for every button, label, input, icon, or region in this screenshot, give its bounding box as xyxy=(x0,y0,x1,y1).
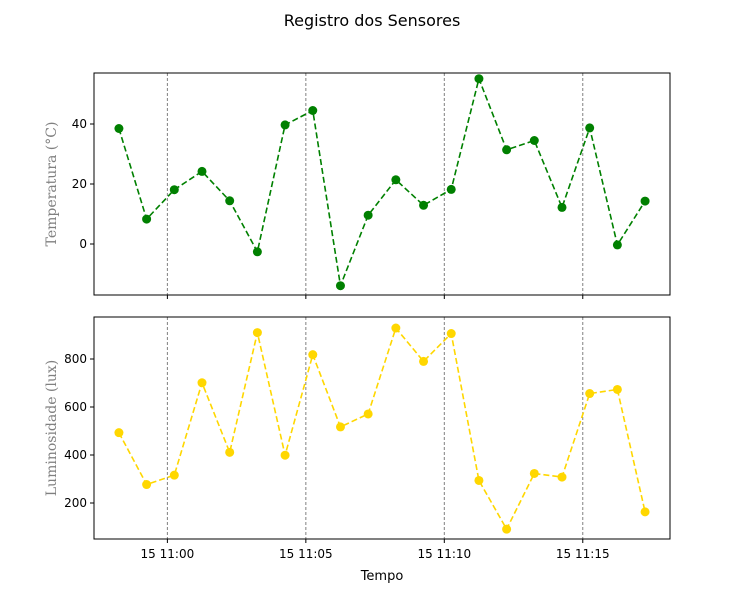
y-tick-label: 400 xyxy=(64,448,87,462)
x-tick-label: 15 11:10 xyxy=(417,547,471,561)
series-line xyxy=(118,326,646,531)
y-tick-label: 0 xyxy=(79,237,87,251)
data-point xyxy=(585,123,595,133)
data-point xyxy=(612,384,622,394)
data-point xyxy=(502,524,512,534)
data-point xyxy=(114,428,124,438)
data-point xyxy=(529,136,539,145)
data-point xyxy=(612,240,622,250)
data-point xyxy=(585,389,595,399)
data-point xyxy=(225,196,235,206)
x-axis-label: Tempo xyxy=(360,569,404,584)
data-point xyxy=(502,145,512,155)
data-point xyxy=(640,196,650,206)
data-point xyxy=(557,472,567,482)
panel-2: 200 400 600 800 15 11:00 15 11:05 15 11:10 15 1… xyxy=(44,316,671,561)
data-point xyxy=(335,422,345,432)
data-point xyxy=(197,166,207,176)
data-point xyxy=(474,475,484,485)
y-tick-label: 200 xyxy=(64,496,87,510)
plot-frame xyxy=(93,316,671,540)
data-point xyxy=(640,507,650,517)
panel-1: 0 20 40 Temperatura (°C) xyxy=(44,72,671,299)
y-tick-label: 600 xyxy=(64,400,87,414)
series-line xyxy=(118,76,646,289)
chart-panels: 0 20 40 Temperatura (°C) 200 400 600 800 15 11:0… xyxy=(44,72,671,561)
data-point xyxy=(419,356,429,366)
y-axis-label: Luminosidade (lux) xyxy=(44,360,60,497)
x-tick-label: 15 11:00 xyxy=(141,547,195,561)
data-point xyxy=(557,202,567,212)
data-point xyxy=(446,184,456,194)
data-point xyxy=(363,210,373,220)
x-tick-label: 15 11:15 xyxy=(556,547,610,561)
data-point xyxy=(391,323,401,333)
data-point xyxy=(280,120,290,130)
y-tick-label: 40 xyxy=(72,117,87,131)
data-point xyxy=(114,124,124,133)
data-point xyxy=(280,450,290,460)
x-tick-label: 15 11:05 xyxy=(279,547,333,561)
data-point xyxy=(142,480,152,490)
data-point xyxy=(335,281,345,291)
chart-title: Registro dos Sensores xyxy=(284,11,461,30)
data-point xyxy=(308,350,318,360)
y-tick-label: 20 xyxy=(72,177,87,191)
y-axis-label: Temperatura (°C) xyxy=(44,122,60,247)
y-tick-label: 800 xyxy=(64,352,87,366)
data-point xyxy=(474,74,484,84)
data-point xyxy=(529,468,539,478)
plot-frame xyxy=(93,72,671,296)
data-point xyxy=(252,247,262,257)
data-point xyxy=(363,409,373,419)
data-point xyxy=(308,106,318,115)
data-point xyxy=(419,200,429,210)
data-point xyxy=(169,185,179,195)
data-point xyxy=(169,470,179,480)
data-point xyxy=(391,175,401,185)
data-point xyxy=(252,328,262,338)
data-point xyxy=(225,447,235,457)
data-point xyxy=(197,378,207,388)
data-point xyxy=(446,329,456,339)
data-point xyxy=(142,214,152,224)
